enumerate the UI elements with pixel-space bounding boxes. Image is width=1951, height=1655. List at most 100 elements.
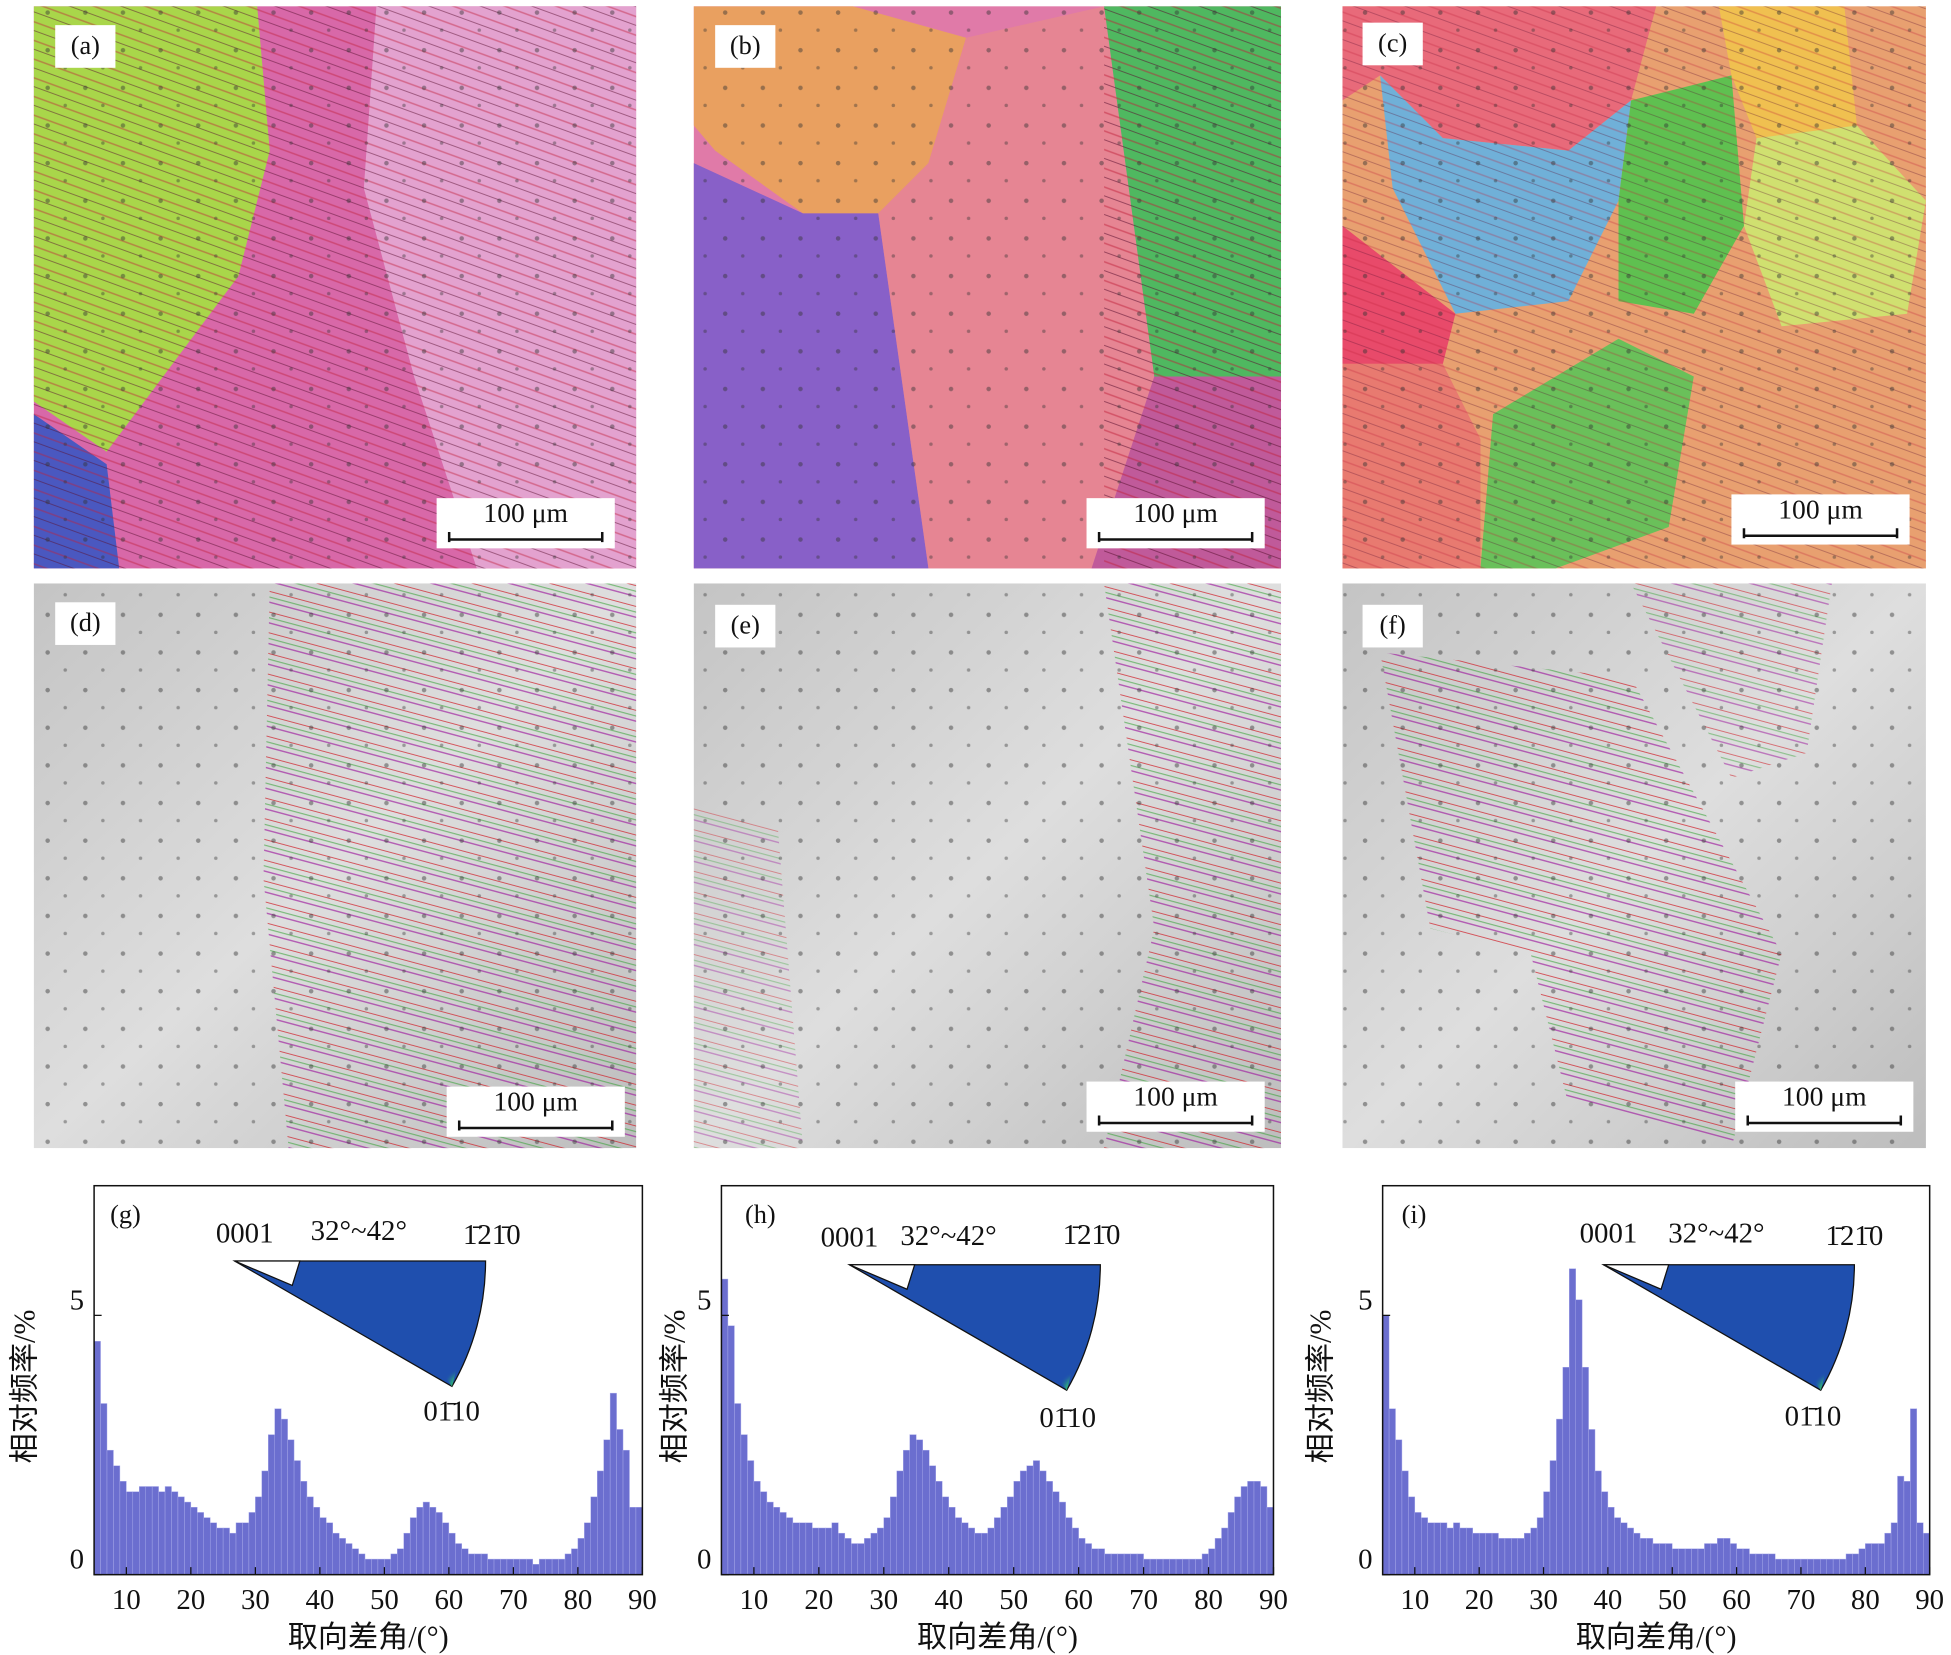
bar xyxy=(1156,1558,1164,1575)
map-panel xyxy=(33,583,637,1149)
bar xyxy=(721,1278,729,1575)
bar xyxy=(792,1522,800,1575)
bar xyxy=(1446,1527,1454,1575)
bar xyxy=(1511,1538,1519,1575)
bar xyxy=(106,1449,114,1575)
y-tick-label: 0 xyxy=(697,1544,711,1576)
bar xyxy=(1646,1538,1654,1575)
bar xyxy=(1877,1543,1885,1575)
annotation: 0001 xyxy=(216,1218,274,1250)
bar xyxy=(812,1527,820,1575)
histogram-chart: 10 20 30 40 50 60 70 80 90 0 5 取向差角/(°) 相对频率/% (i) 000… xyxy=(1304,1184,1944,1654)
bar xyxy=(435,1512,443,1575)
bar xyxy=(629,1507,637,1575)
map-labels: (a) (b) (c) (d) (e) (f) 100 μm 100 μm 10… xyxy=(55,22,1914,1137)
x-tick-label: 10 xyxy=(1400,1584,1429,1616)
bar xyxy=(786,1517,794,1575)
bar xyxy=(506,1558,514,1575)
bar xyxy=(1472,1532,1480,1575)
x-tick-label: 70 xyxy=(499,1584,528,1616)
bar xyxy=(1253,1481,1261,1575)
bar xyxy=(864,1538,872,1575)
bar xyxy=(538,1558,546,1575)
x-tick-label: 10 xyxy=(739,1584,768,1616)
bar xyxy=(1556,1418,1564,1575)
bar xyxy=(1575,1299,1583,1575)
bar xyxy=(773,1507,781,1575)
bar xyxy=(1581,1366,1589,1575)
annotation: 01̄10 xyxy=(1039,1402,1096,1434)
panel-label: (h) xyxy=(745,1200,776,1229)
bar xyxy=(397,1548,404,1575)
bar xyxy=(158,1491,166,1575)
ipf-tip xyxy=(1039,1352,1077,1391)
bar xyxy=(1440,1522,1448,1575)
bar xyxy=(571,1548,579,1575)
bar xyxy=(909,1434,917,1575)
bar xyxy=(1266,1507,1274,1575)
bar xyxy=(455,1543,462,1575)
bar xyxy=(1594,1470,1602,1575)
bar xyxy=(616,1429,624,1575)
texture xyxy=(693,6,1282,569)
map-panel xyxy=(693,583,1282,1149)
bar xyxy=(326,1522,333,1575)
bar xyxy=(216,1527,224,1575)
bar xyxy=(332,1532,340,1575)
bar xyxy=(1607,1507,1615,1575)
bar xyxy=(1871,1543,1879,1575)
bar xyxy=(825,1527,833,1575)
bar xyxy=(306,1496,314,1575)
bar xyxy=(1453,1522,1461,1575)
texture xyxy=(1342,6,1926,569)
bar xyxy=(313,1507,321,1575)
bar xyxy=(1162,1558,1170,1575)
bar xyxy=(1723,1538,1731,1575)
bar xyxy=(1768,1553,1776,1575)
bar xyxy=(955,1517,962,1575)
bar xyxy=(597,1470,604,1575)
bar xyxy=(1530,1527,1538,1575)
scale-bar-label: 100 μm xyxy=(1133,497,1218,528)
bar xyxy=(1401,1470,1409,1575)
bar xyxy=(577,1538,585,1575)
bar xyxy=(1601,1491,1609,1575)
bar xyxy=(1136,1553,1144,1575)
x-tick-label: 50 xyxy=(370,1584,399,1616)
bar xyxy=(734,1403,742,1575)
x-tick-label: 30 xyxy=(1529,1584,1558,1616)
x-tick-label: 40 xyxy=(934,1584,963,1616)
bar xyxy=(1123,1553,1131,1575)
bar xyxy=(1058,1501,1066,1575)
bar xyxy=(1562,1366,1570,1575)
bar xyxy=(740,1434,748,1575)
bar xyxy=(1052,1491,1060,1575)
bar xyxy=(942,1496,949,1575)
x-tick-label: 60 xyxy=(434,1584,463,1616)
texture xyxy=(693,583,1282,1149)
bar xyxy=(883,1517,891,1575)
bar xyxy=(1710,1543,1718,1575)
bar xyxy=(448,1532,456,1575)
bar xyxy=(242,1522,250,1575)
bar xyxy=(190,1507,198,1575)
scale-bar: 100 μm xyxy=(1731,493,1910,545)
bar xyxy=(371,1558,379,1575)
bar xyxy=(280,1418,288,1575)
bar xyxy=(1006,1496,1014,1575)
y-axis-label: 相对频率/% xyxy=(1304,1310,1338,1464)
ipf-tip xyxy=(1793,1352,1831,1391)
bar xyxy=(338,1538,346,1575)
x-tick-label: 50 xyxy=(999,1584,1028,1616)
x-tick-label: 20 xyxy=(176,1584,205,1616)
bar xyxy=(493,1558,501,1575)
bar xyxy=(1826,1558,1834,1575)
x-tick-label: 20 xyxy=(804,1584,833,1616)
bar xyxy=(300,1481,308,1575)
bar xyxy=(1466,1527,1473,1575)
bar xyxy=(500,1558,508,1575)
bar xyxy=(564,1553,572,1575)
bar xyxy=(1149,1558,1157,1575)
x-axis-label: 取向差角/(°) xyxy=(1576,1620,1737,1654)
bar xyxy=(558,1558,566,1575)
